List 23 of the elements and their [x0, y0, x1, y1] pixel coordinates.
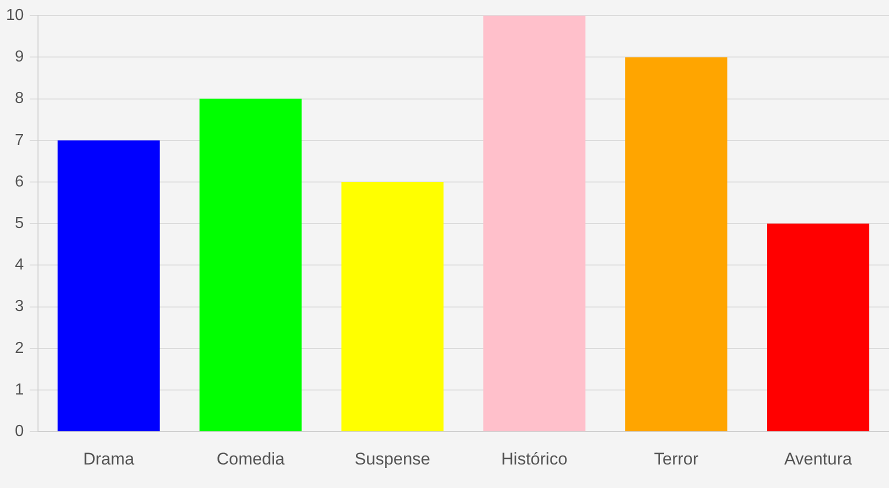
bar — [341, 182, 444, 432]
bar — [766, 224, 870, 432]
y-tick-label: 2 — [14, 340, 24, 357]
x-tick-label: Suspense — [354, 449, 430, 468]
y-tick-label: 1 — [14, 381, 24, 398]
y-tick-label: 0 — [14, 423, 24, 440]
y-tick-label: 4 — [14, 256, 24, 274]
y-tick-label: 10 — [6, 7, 24, 24]
y-tick-label: 6 — [14, 173, 24, 190]
x-tick-label: Aventura — [784, 449, 852, 468]
bar — [58, 140, 160, 432]
y-tick-label: 5 — [14, 215, 24, 232]
x-tick-label: Histórico — [501, 449, 568, 468]
bar — [483, 16, 586, 432]
y-tick-label: 7 — [14, 132, 24, 149]
bar — [625, 57, 728, 432]
y-tick-label: 3 — [14, 298, 24, 316]
x-tick-label: Drama — [83, 449, 135, 468]
x-tick-label: Comedia — [216, 449, 286, 468]
x-tick-label: Terror — [654, 449, 699, 468]
bar — [200, 98, 302, 432]
y-tick-label: 9 — [14, 48, 24, 66]
y-tick-label: 8 — [14, 90, 24, 108]
